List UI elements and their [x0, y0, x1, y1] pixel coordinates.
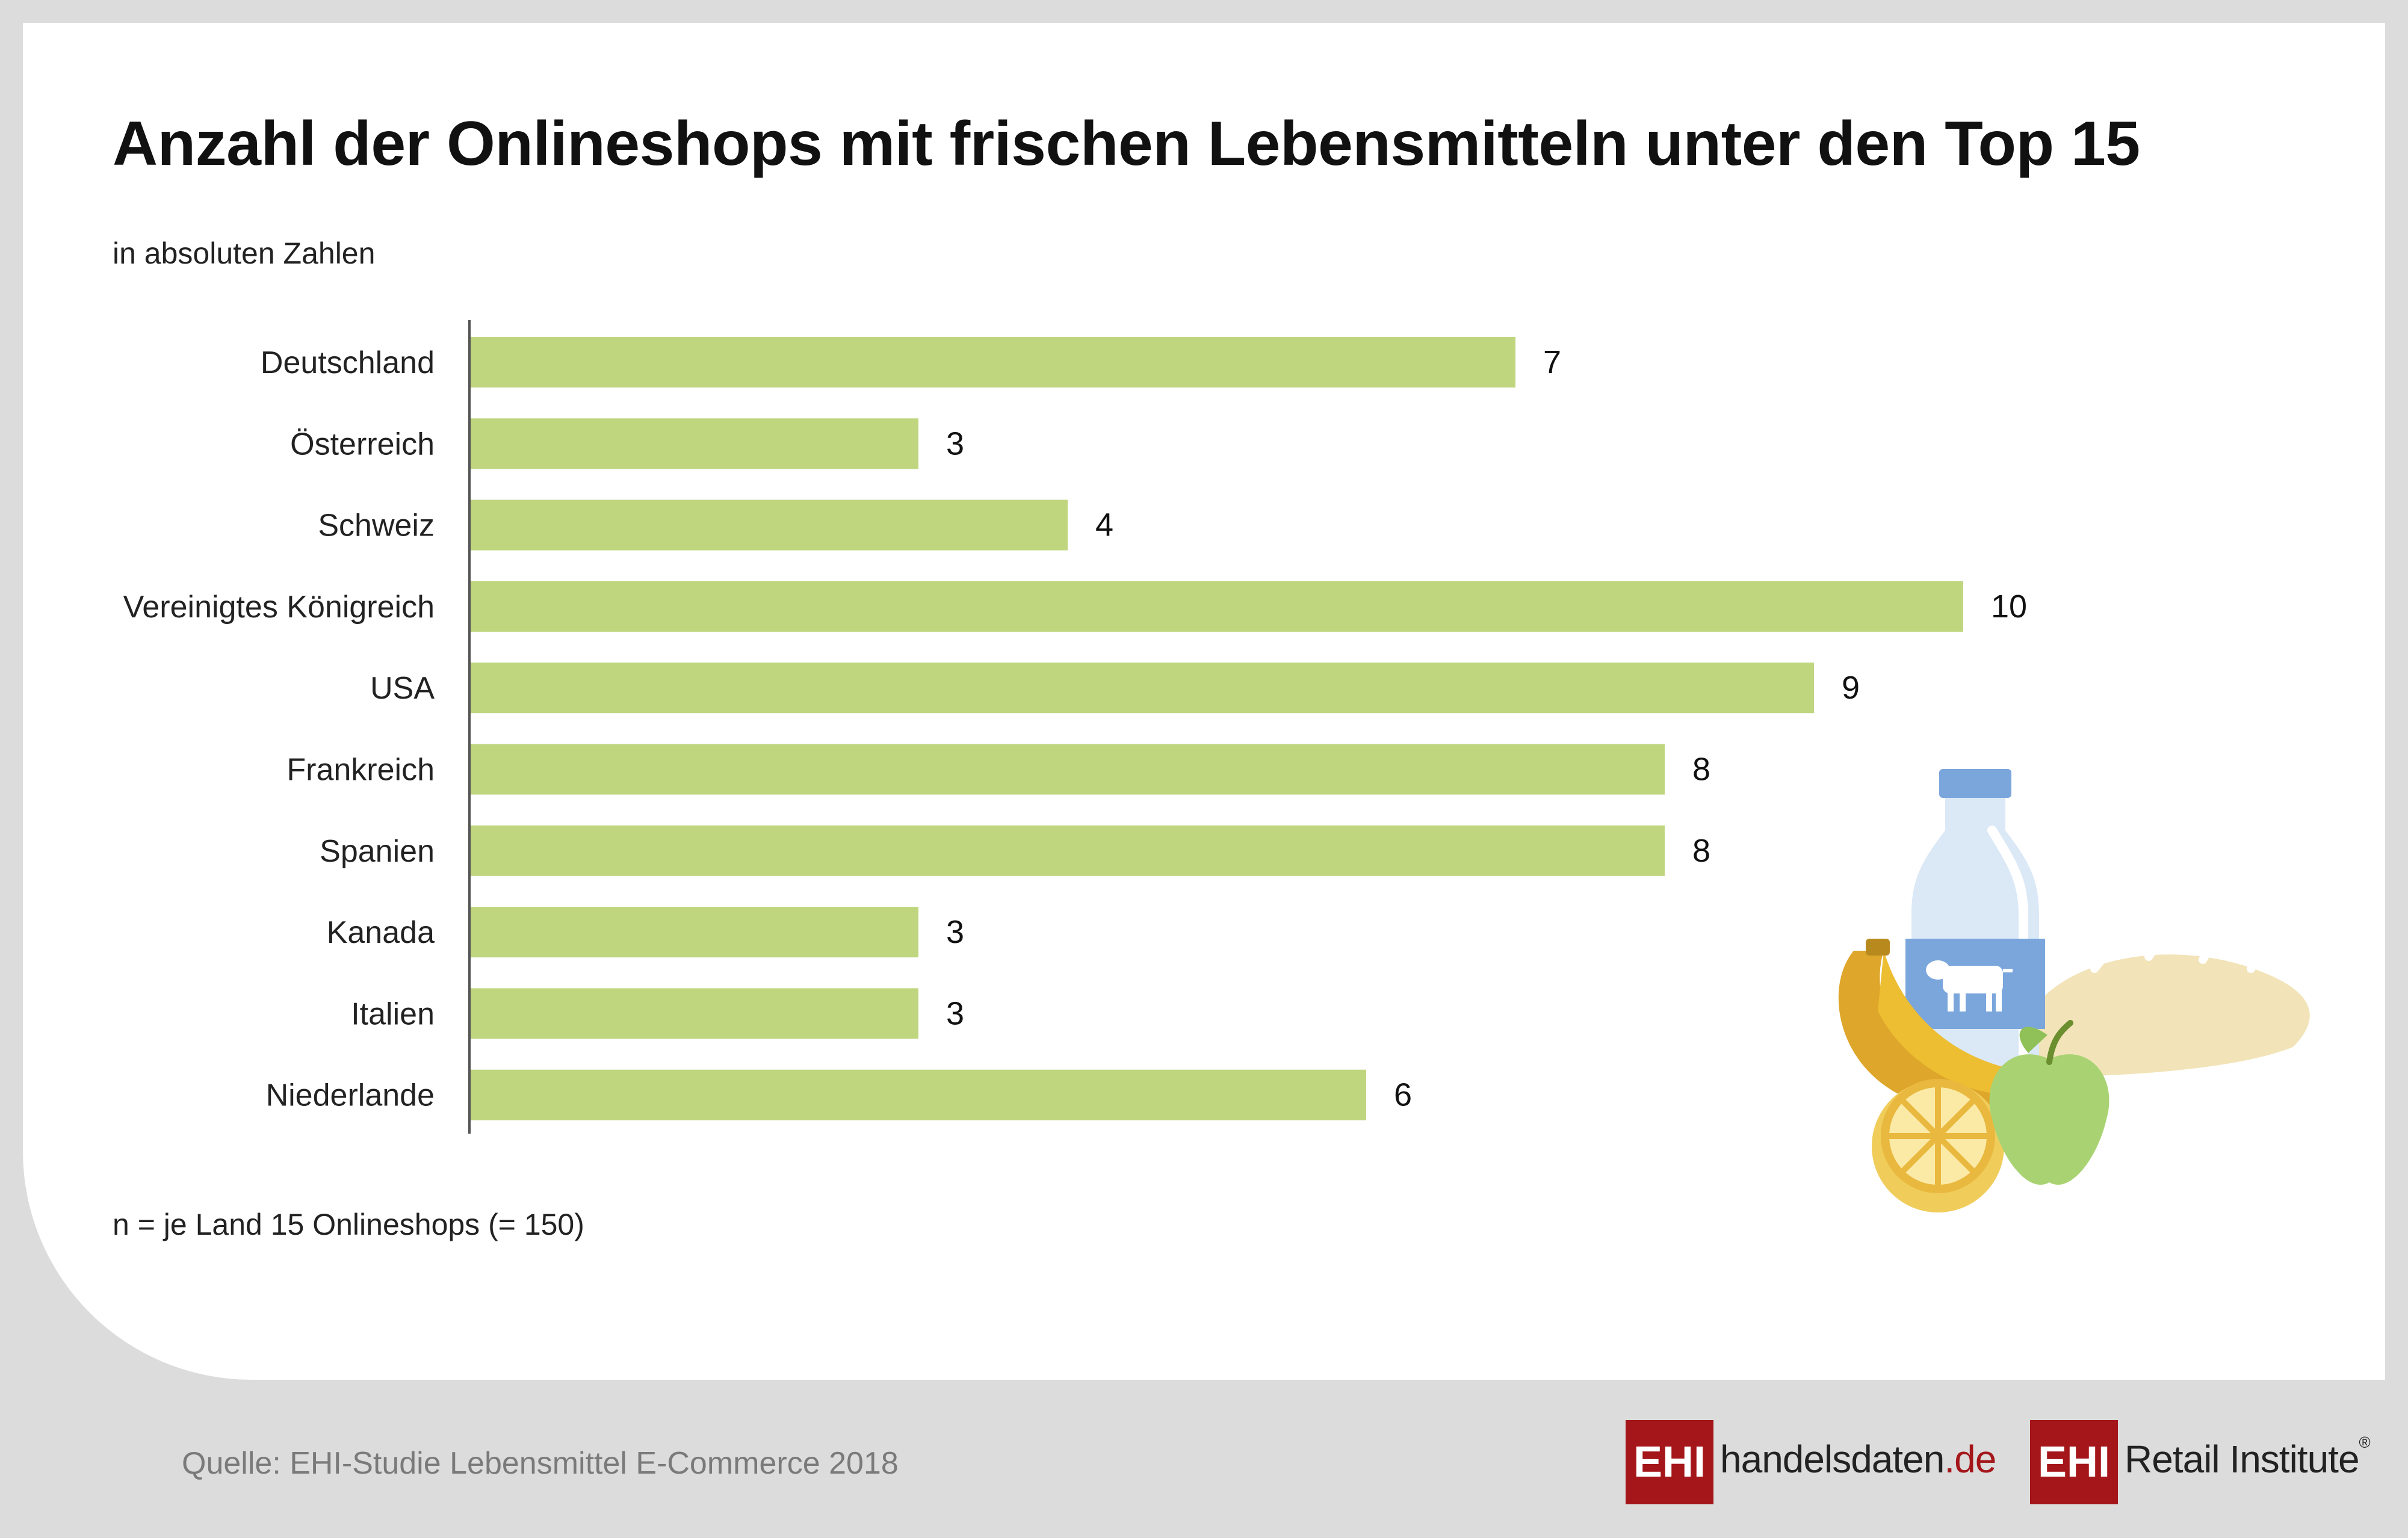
handelsdaten-name: handelsdaten	[1720, 1438, 1945, 1481]
value-label: 3	[946, 425, 964, 462]
bar-5	[471, 744, 1665, 795]
category-label: USA	[370, 671, 435, 706]
category-label: Spanien	[320, 834, 435, 869]
category-label: Deutschland	[261, 345, 435, 380]
ehi-logo-box: EHI	[1626, 1420, 1713, 1504]
value-label: 9	[1842, 670, 1860, 706]
bar-6	[471, 825, 1665, 876]
value-label: 4	[1095, 507, 1113, 543]
bar-8	[471, 988, 918, 1039]
category-label: Schweiz	[318, 508, 435, 543]
milk-bottle-icon	[1905, 769, 2045, 1095]
category-label: Niederlande	[266, 1078, 435, 1113]
value-label: 3	[946, 914, 964, 950]
retail-institute-name: Retail Institute	[2125, 1438, 2360, 1481]
category-label: Frankreich	[286, 753, 435, 788]
bar-0	[471, 337, 1515, 388]
bar-9	[471, 1069, 1366, 1120]
ehi-retail-logo-box: EHI	[2030, 1420, 2118, 1504]
bars-group: Deutschland 7 Österreich 3 Schweiz 4 Vereinigt…	[123, 337, 2027, 1120]
bar-7	[471, 907, 918, 958]
bread-icon	[2016, 937, 2310, 1077]
registered-mark: ®	[2359, 1433, 2371, 1451]
handelsdaten-tld: .de	[1944, 1438, 1996, 1481]
lemon-icon	[1872, 1079, 2004, 1212]
chart-title: Anzahl der Onlineshops mit frischen Lebe…	[113, 109, 2140, 179]
value-label: 8	[1692, 833, 1710, 869]
bar-2	[471, 499, 1068, 551]
source-note: Quelle: EHI-Studie Lebensmittel E-Commer…	[182, 1446, 899, 1481]
bar-4	[471, 662, 1814, 714]
value-label: 6	[1394, 1077, 1412, 1113]
groceries-illustration	[1838, 769, 2310, 1212]
sample-size-note: n = je Land 15 Onlineshops (= 150)	[113, 1208, 584, 1241]
retail-institute-logo-text[interactable]: Retail Institute®	[2125, 1433, 2371, 1481]
value-label: 8	[1692, 752, 1710, 788]
value-label: 7	[1543, 344, 1561, 380]
category-label: Italien	[351, 996, 435, 1031]
apple-icon	[1989, 1020, 2109, 1185]
category-label: Österreich	[290, 427, 435, 462]
handelsdaten-logo-text[interactable]: handelsdaten.de	[1720, 1437, 1996, 1481]
category-label: Vereinigtes Königreich	[123, 590, 435, 625]
bar-3	[471, 581, 1963, 632]
chart-subtitle: in absoluten Zahlen	[113, 236, 376, 270]
value-label: 3	[946, 995, 964, 1031]
category-label: Kanada	[327, 915, 435, 950]
bar-1	[471, 418, 918, 469]
value-label: 10	[1991, 588, 2027, 625]
cow-icon	[1926, 960, 2013, 1011]
